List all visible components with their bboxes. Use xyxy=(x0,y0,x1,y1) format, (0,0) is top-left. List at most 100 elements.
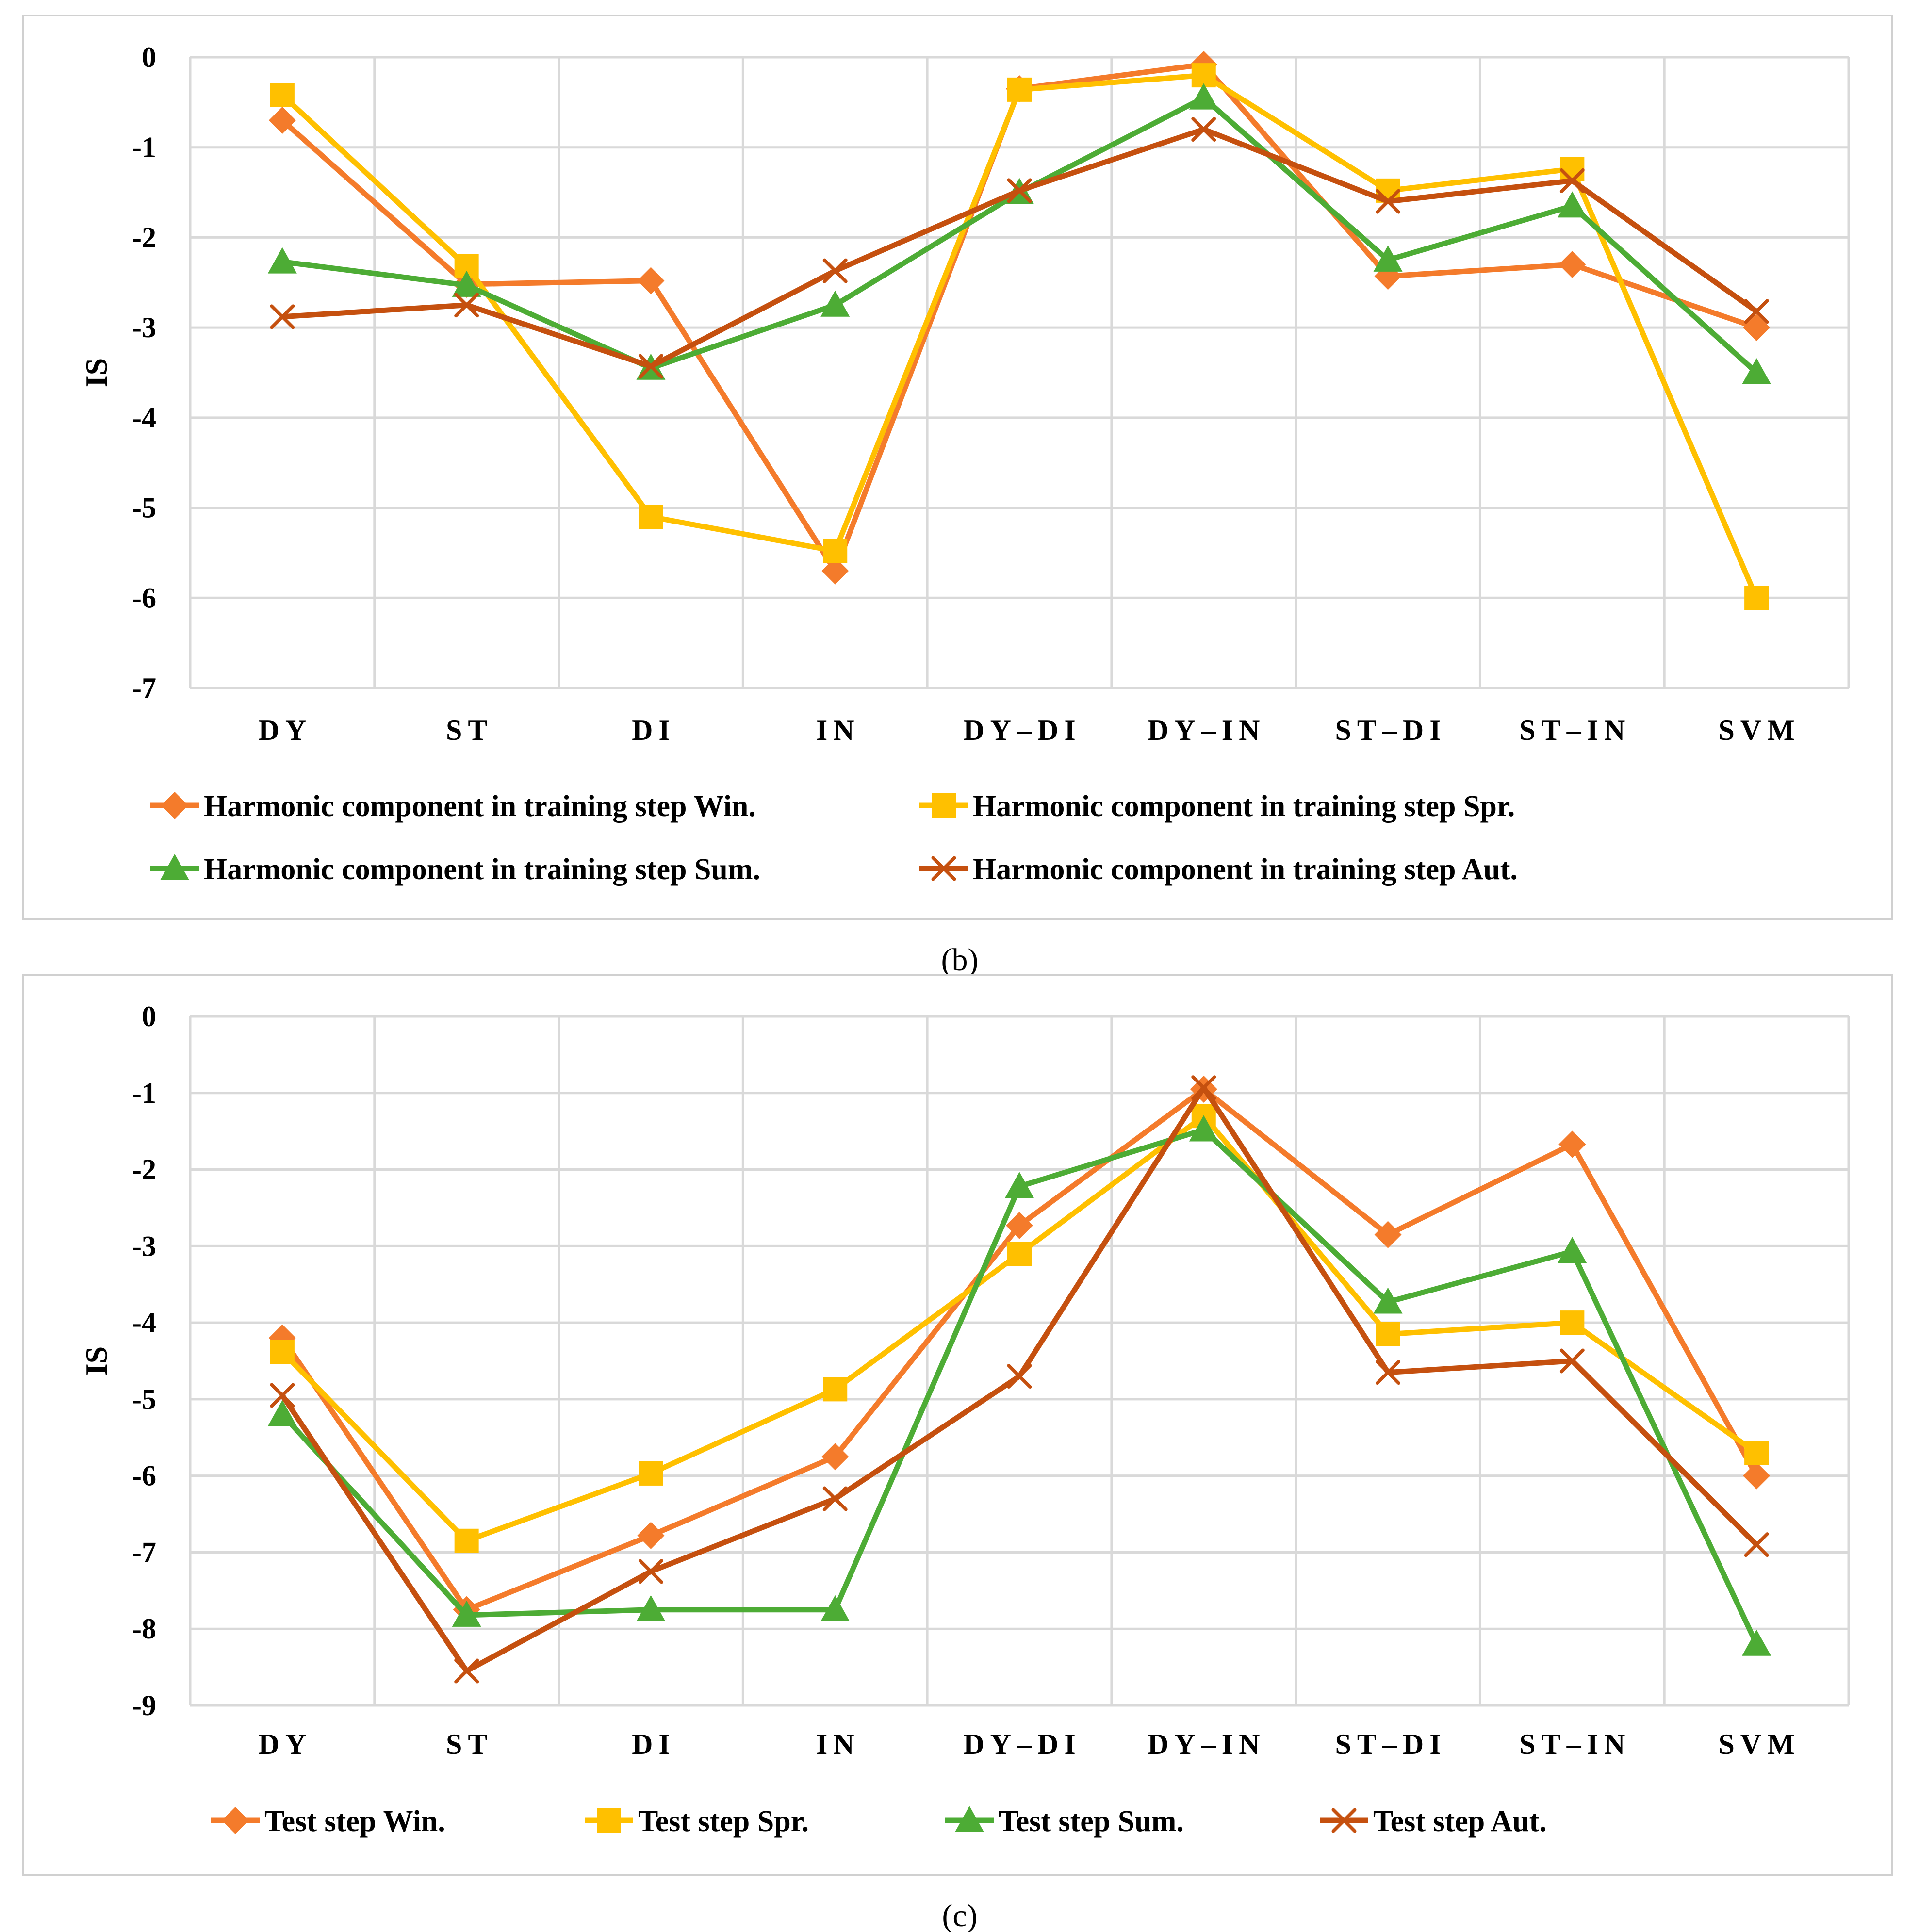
y-tick-label: -8 xyxy=(132,1613,156,1645)
data-point xyxy=(1191,1075,1216,1100)
figure-caption: (c) xyxy=(942,1898,977,1932)
series-aut xyxy=(270,117,1769,379)
data-point xyxy=(821,1443,849,1471)
data-point xyxy=(1743,1462,1771,1490)
data-point xyxy=(452,1600,481,1627)
data-point xyxy=(1189,1115,1218,1142)
data-point xyxy=(638,1559,663,1584)
data-point xyxy=(267,247,297,274)
data-point xyxy=(1006,1212,1033,1239)
legend-label: Harmonic component in training step Win. xyxy=(204,790,756,823)
legend-item-sum: Harmonic component in training step Sum. xyxy=(150,853,760,886)
data-point xyxy=(454,1528,479,1553)
data-point xyxy=(1742,1629,1771,1656)
y-tick-label: -6 xyxy=(132,1460,156,1492)
legend-marker xyxy=(160,854,189,880)
x-tick-label: ST–DI xyxy=(1335,1728,1447,1760)
data-point xyxy=(1558,1130,1586,1158)
legend: Test step Win. Test step Spr. Test step Su… xyxy=(211,1805,1547,1838)
legend-item-win: Harmonic component in training step Win. xyxy=(150,790,756,823)
series-aut xyxy=(270,1075,1769,1684)
data-point xyxy=(1560,157,1585,181)
x-tick-label: DY xyxy=(259,1728,312,1760)
data-point xyxy=(1189,83,1218,110)
data-point xyxy=(1559,168,1585,193)
data-point xyxy=(1191,117,1216,142)
data-point xyxy=(1376,1360,1401,1385)
y-tick-label: -6 xyxy=(132,582,156,614)
x-tick-label: DY–IN xyxy=(1148,714,1265,746)
y-tick-label: -7 xyxy=(132,672,156,704)
data-point xyxy=(822,258,848,283)
legend-label: Harmonic component in training step Sum. xyxy=(204,853,760,886)
x-tick-label: DI xyxy=(632,1728,676,1760)
y-tick-label: 0 xyxy=(142,1000,156,1032)
data-point xyxy=(1742,358,1771,384)
data-point xyxy=(639,1461,663,1486)
x-tick-label: IN xyxy=(816,714,860,746)
data-point xyxy=(821,557,849,585)
x-tick-label: ST xyxy=(446,1728,493,1760)
legend-marker xyxy=(955,1806,984,1832)
legend-label: Test step Sum. xyxy=(999,1805,1184,1838)
data-point xyxy=(823,1377,848,1402)
chart-frame xyxy=(22,15,1893,920)
y-tick-label: -3 xyxy=(132,311,156,344)
legend-label: Test step Spr. xyxy=(638,1805,809,1838)
x-tick-label: DY–DI xyxy=(963,714,1081,746)
legend-marker xyxy=(931,856,956,881)
y-tick-label: -7 xyxy=(132,1536,156,1568)
data-point xyxy=(268,107,296,134)
x-tick-label: DY–DI xyxy=(963,1728,1081,1760)
x-tick-label: SVM xyxy=(1718,1728,1800,1760)
figure-caption: (b) xyxy=(941,942,979,978)
data-point xyxy=(1560,1310,1585,1335)
data-point xyxy=(1007,77,1032,102)
data-point xyxy=(1005,1172,1034,1198)
y-tick-label: -5 xyxy=(132,1383,156,1415)
data-point xyxy=(820,1595,850,1621)
legend-item-win: Test step Win. xyxy=(211,1805,445,1838)
data-point xyxy=(1559,1348,1585,1374)
x-tick-label: DY xyxy=(259,714,312,746)
x-tick-label: DY–IN xyxy=(1148,1728,1265,1760)
legend-item-spr: Harmonic component in training step Spr. xyxy=(919,790,1515,823)
x-tick-label: SVM xyxy=(1718,714,1800,746)
legend-marker xyxy=(222,1807,249,1834)
x-tick-label: ST–DI xyxy=(1335,714,1447,746)
y-tick-label: -4 xyxy=(132,1307,156,1339)
data-point xyxy=(637,267,665,295)
legend-item-aut: Test step Aut. xyxy=(1320,1805,1547,1838)
data-point xyxy=(1744,1532,1769,1557)
data-point xyxy=(1743,314,1771,342)
data-point xyxy=(822,1486,848,1511)
data-point xyxy=(823,539,848,563)
y-tick-label: -3 xyxy=(132,1230,156,1262)
gridlines xyxy=(189,56,1850,689)
legend: Harmonic component in training step Win.… xyxy=(150,790,1518,886)
data-point xyxy=(1007,1242,1032,1266)
legend-marker xyxy=(932,793,956,818)
legend-marker xyxy=(597,1808,621,1833)
series-spr xyxy=(270,63,1769,610)
data-point xyxy=(270,1383,295,1408)
x-tick-label: ST–IN xyxy=(1519,1728,1631,1760)
legend-label: Harmonic component in training step Aut. xyxy=(973,853,1518,886)
data-point xyxy=(1007,1364,1032,1389)
x-tick-label: ST xyxy=(446,714,493,746)
data-point xyxy=(1558,251,1586,278)
y-axis-title: IS xyxy=(79,358,114,388)
data-point xyxy=(1373,245,1403,272)
data-point xyxy=(454,1658,479,1684)
legend-label: Test step Win. xyxy=(264,1805,445,1838)
y-tick-label: -2 xyxy=(132,221,156,253)
y-tick-label: -1 xyxy=(132,131,156,164)
series-sum xyxy=(267,1115,1771,1656)
data-point xyxy=(1373,1287,1403,1314)
x-tick-label: DI xyxy=(632,714,676,746)
y-tick-label: 0 xyxy=(142,41,156,73)
legend-label: Harmonic component in training step Spr. xyxy=(973,790,1515,823)
data-point xyxy=(1376,1322,1400,1346)
legend-item-spr: Test step Spr. xyxy=(585,1805,809,1838)
